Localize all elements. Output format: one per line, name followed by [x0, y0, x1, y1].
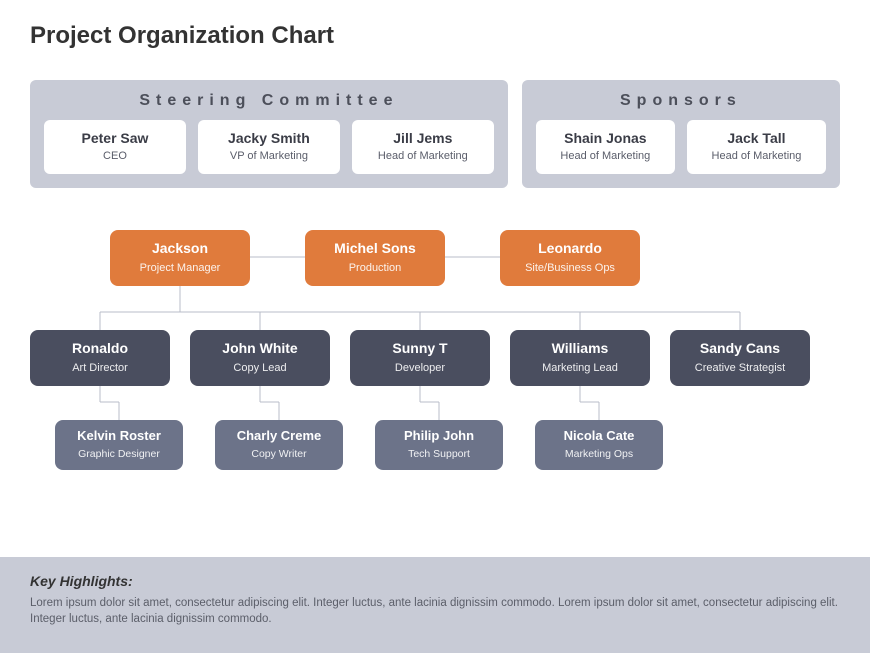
org-chart: Jackson Project Manager Michel Sons Product…	[30, 230, 840, 510]
org-node: Sandy Cans Creative Strategist	[670, 330, 810, 386]
org-node: Sunny T Developer	[350, 330, 490, 386]
org-node-role: Production	[313, 262, 437, 274]
sponsors-panel: Sponsors Shain JonasHead of MarketingJac…	[522, 80, 840, 188]
sponsors-members: Shain Jonas Head of Marketing Jack Tall Hea…	[536, 120, 826, 174]
org-node-role: Marketing Ops	[541, 448, 657, 460]
sponsors-member-name: Jack Tall	[693, 130, 820, 146]
footer: Key Highlights: Lorem ipsum dolor sit am…	[0, 557, 870, 653]
org-node-name: Philip John	[381, 428, 497, 443]
steering-member-name: Jacky Smith	[204, 130, 334, 146]
page-title: Project Organization Chart	[30, 22, 334, 50]
org-node-name: Ronaldo	[38, 340, 162, 356]
org-node-role: Marketing Lead	[518, 362, 642, 374]
org-node: Nicola Cate Marketing Ops	[535, 420, 663, 470]
steering-member-name: Jill Jems	[358, 130, 488, 146]
org-node-name: Sandy Cans	[678, 340, 802, 356]
org-node-role: Art Director	[38, 362, 162, 374]
org-node: Charly Creme Copy Writer	[215, 420, 343, 470]
sponsors-member-card: Shain Jonas Head of Marketing	[536, 120, 675, 174]
steering-member-role: Head of Marketing	[358, 150, 488, 162]
org-node-role: Site/Business Ops	[508, 262, 632, 274]
sponsors-member-name: Shain Jonas	[542, 130, 669, 146]
sponsors-member-card: Jack Tall Head of Marketing	[687, 120, 826, 174]
org-node-role: Graphic Designer	[61, 448, 177, 460]
org-node-name: Charly Creme	[221, 428, 337, 443]
footer-title: Key Highlights:	[30, 573, 840, 589]
org-node: Kelvin Roster Graphic Designer	[55, 420, 183, 470]
top-panels: Steering Committee Peter Saw CEO Jacky Smi…	[30, 80, 840, 188]
org-node-role: Copy Writer	[221, 448, 337, 460]
org-node: Michel Sons Production	[305, 230, 445, 286]
org-node-role: Developer	[358, 362, 482, 374]
org-node-name: Jackson	[118, 240, 242, 256]
steering-member-name: Peter Saw	[50, 130, 180, 146]
org-node-role: Copy Lead	[198, 362, 322, 374]
org-node-name: Sunny T	[358, 340, 482, 356]
steering-members: Peter Saw CEO Jacky Smith VP of Marketing Ji…	[44, 120, 494, 174]
org-node-role: Project Manager	[118, 262, 242, 274]
org-node-name: Michel Sons	[313, 240, 437, 256]
org-node: Philip John Tech Support	[375, 420, 503, 470]
org-node-name: Leonardo	[508, 240, 632, 256]
steering-title: Steering Committee	[44, 92, 494, 110]
steering-member-card: Jill Jems Head of Marketing	[352, 120, 494, 174]
steering-member-card: Peter Saw CEO	[44, 120, 186, 174]
footer-body: Lorem ipsum dolor sit amet, consectetur …	[30, 595, 840, 627]
org-node: Williams Marketing Lead	[510, 330, 650, 386]
sponsors-title: Sponsors	[536, 92, 826, 110]
sponsors-member-role: Head of Marketing	[693, 150, 820, 162]
steering-member-role: VP of Marketing	[204, 150, 334, 162]
org-node: Leonardo Site/Business Ops	[500, 230, 640, 286]
org-node-role: Tech Support	[381, 448, 497, 460]
steering-panel: Steering Committee Peter Saw CEO Jacky Smi…	[30, 80, 508, 188]
org-node: John White Copy Lead	[190, 330, 330, 386]
steering-member-role: CEO	[50, 150, 180, 162]
org-node-name: Nicola Cate	[541, 428, 657, 443]
org-node: Jackson Project Manager	[110, 230, 250, 286]
sponsors-member-role: Head of Marketing	[542, 150, 669, 162]
org-node-role: Creative Strategist	[678, 362, 802, 374]
steering-member-card: Jacky Smith VP of Marketing	[198, 120, 340, 174]
org-node: Ronaldo Art Director	[30, 330, 170, 386]
org-node-name: John White	[198, 340, 322, 356]
org-node-name: Williams	[518, 340, 642, 356]
org-node-name: Kelvin Roster	[61, 428, 177, 443]
